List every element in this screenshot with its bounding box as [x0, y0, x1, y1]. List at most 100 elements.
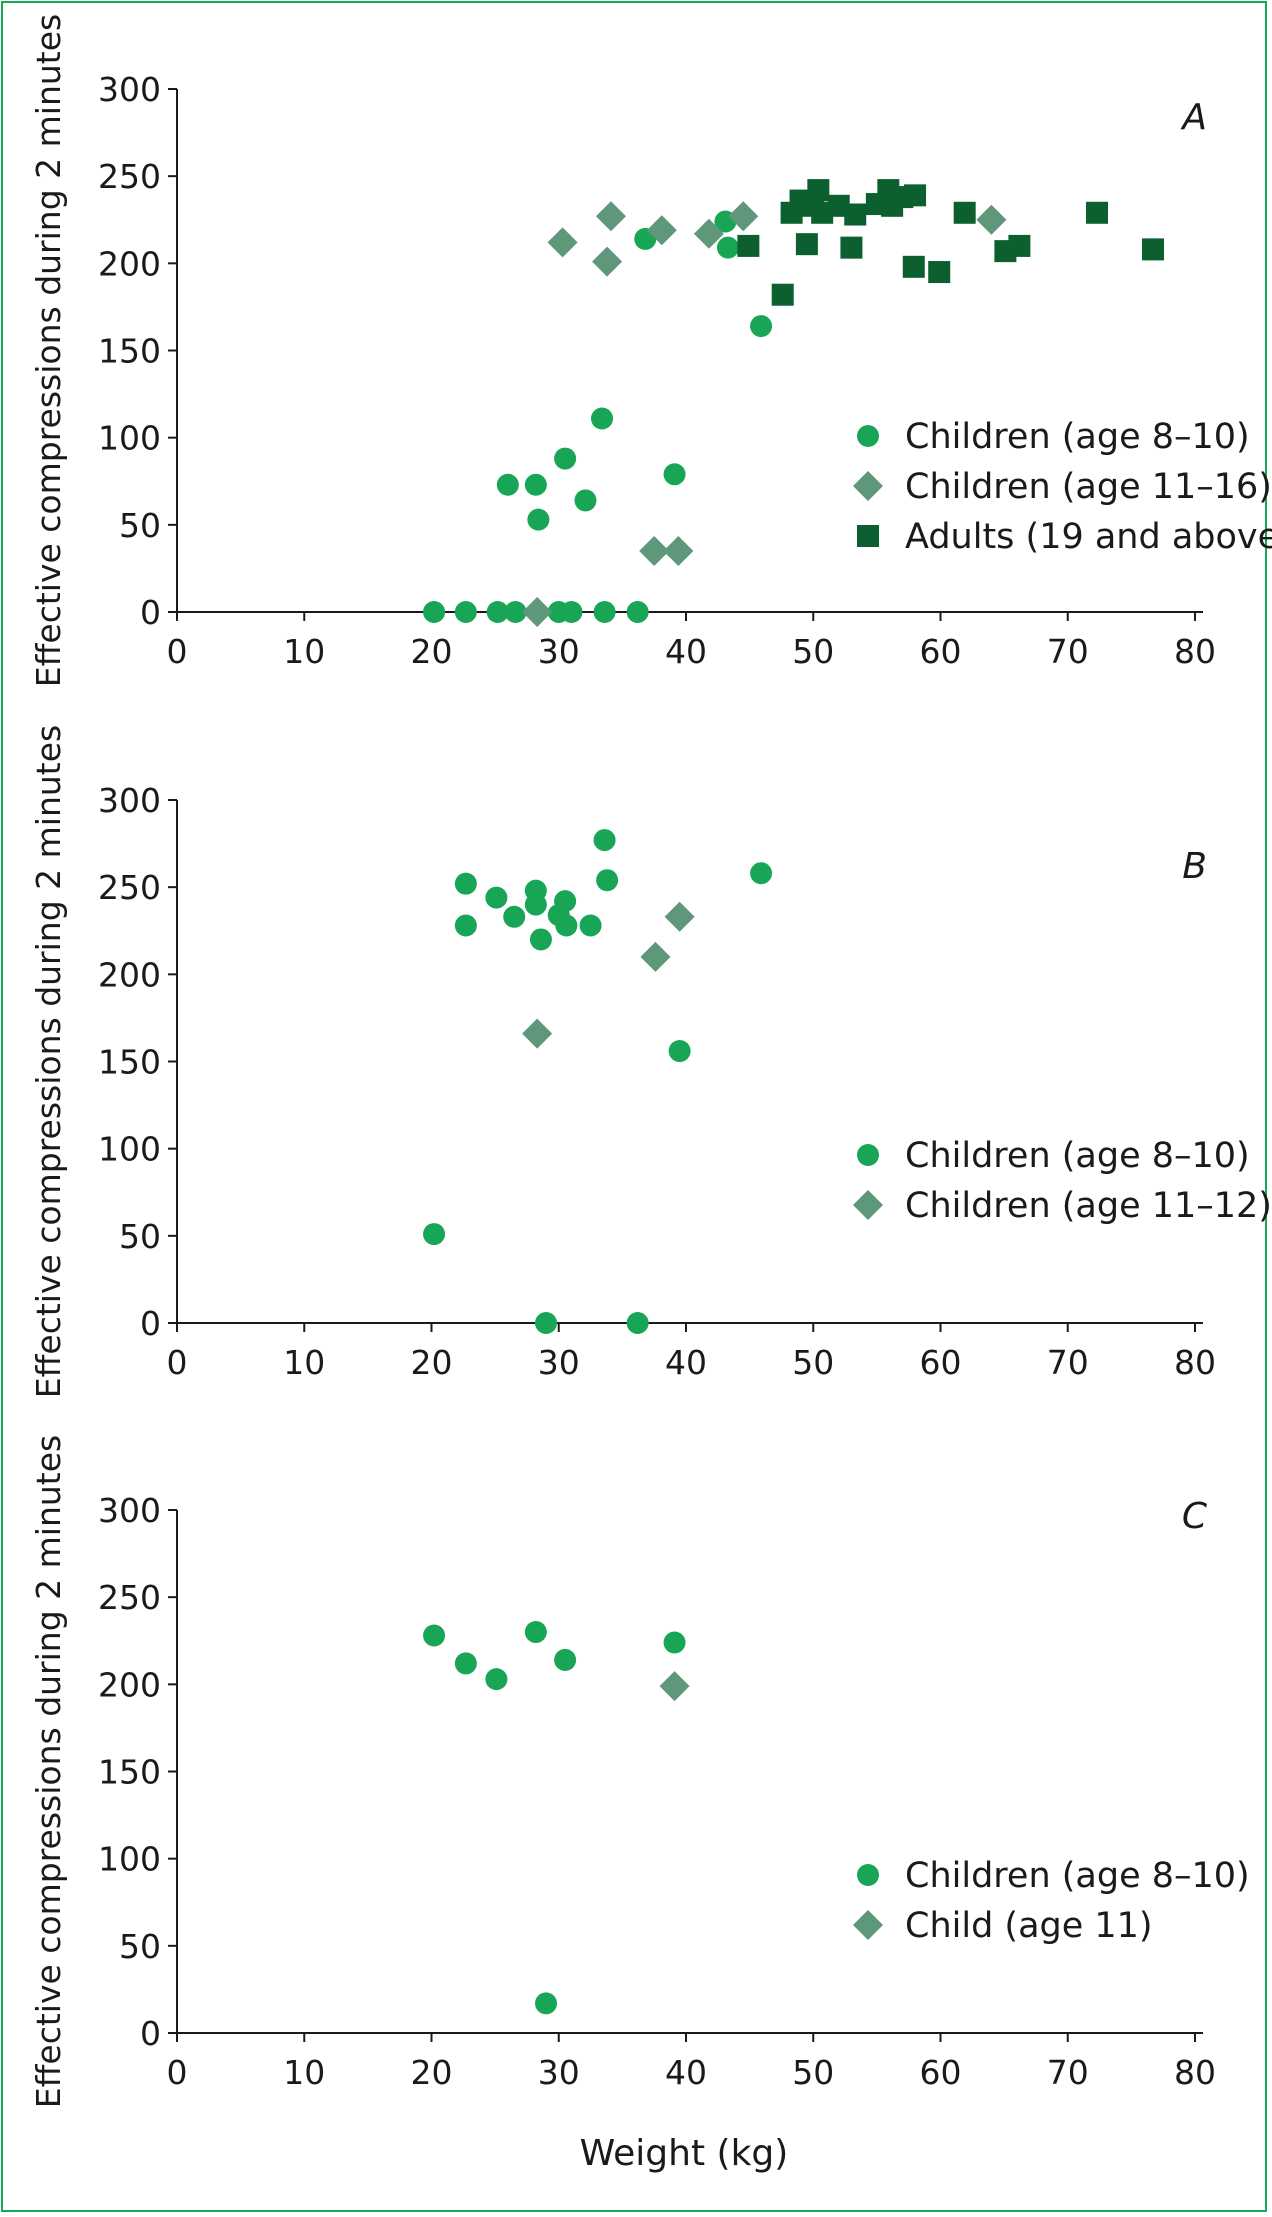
x-tick-label: 20 [411, 2053, 453, 2092]
panel-c: 0 50 100 150 200 250 300 0 10 20 30 40 50 60 70 80 Effec… [29, 1435, 1250, 2174]
data-point [596, 869, 619, 892]
panel-a: 0 50 100 150 200 250 300 0 10 20 30 40 50 60 70 80 Effec… [29, 14, 1272, 687]
data-point [928, 261, 951, 284]
x-tick-label: 80 [1174, 2053, 1216, 2092]
panel-label: B [1182, 846, 1207, 887]
x-tick-label: 30 [538, 632, 580, 671]
x-tick-label: 0 [167, 1343, 188, 1382]
data-point [593, 829, 616, 852]
data-point [554, 447, 577, 470]
x-tick-label: 30 [538, 1343, 580, 1382]
data-point [535, 1992, 558, 2015]
series-square [737, 179, 1165, 306]
legend-label: Children (age 8–10) [905, 417, 1250, 457]
y-tick-label: 150 [98, 1043, 161, 1082]
data-point [953, 201, 976, 224]
data-point [795, 233, 818, 256]
legend-marker [857, 525, 879, 547]
x-tick-label: 50 [792, 632, 834, 671]
data-point [560, 601, 583, 623]
data-point [503, 905, 526, 928]
legend-label: Children (age 11–12) [905, 1186, 1272, 1226]
y-tick-label: 150 [98, 1753, 161, 1792]
legend: Children (age 8–10) Children (age 11–12) [853, 1136, 1272, 1226]
data-point [902, 255, 925, 278]
data-point [976, 204, 1007, 235]
x-tick-label: 50 [792, 1343, 834, 1382]
x-tick-label: 50 [792, 2053, 834, 2092]
x-tick-label: 10 [283, 2053, 325, 2092]
y-tick-label: 250 [98, 157, 161, 196]
y-axis-label: Effective compressions during 2 minutes [29, 725, 68, 1398]
y-tick-label: 200 [98, 1665, 161, 1704]
data-point [593, 601, 616, 623]
data-point [454, 914, 477, 937]
legend-marker [853, 1190, 883, 1220]
x-tick-label: 40 [665, 632, 707, 671]
x-tick-label: 20 [411, 1343, 453, 1382]
x-tick-label: 10 [283, 1343, 325, 1382]
legend-label: Child (age 11) [905, 1906, 1153, 1946]
data-point [524, 893, 547, 916]
data-point [663, 1631, 686, 1654]
series-diamond [522, 201, 1007, 627]
y-tick-label: 0 [140, 2014, 161, 2053]
data-point [716, 236, 739, 259]
x-tick-label: 40 [665, 1343, 707, 1382]
x-tick-label: 70 [1047, 632, 1089, 671]
legend-label: Children (age 11–16) [905, 467, 1272, 507]
data-point [668, 1040, 691, 1063]
data-point [639, 535, 670, 566]
data-point [640, 941, 671, 972]
data-point [485, 1668, 508, 1691]
x-tick-label: 60 [920, 2053, 962, 2092]
legend-label: Children (age 8–10) [905, 1136, 1250, 1176]
data-point [522, 597, 553, 627]
x-tick-label: 30 [538, 2053, 580, 2092]
x-tick-label: 80 [1174, 1343, 1216, 1382]
series-circle [423, 1621, 686, 2015]
y-tick-label: 200 [98, 955, 161, 994]
panel-label: A [1180, 97, 1207, 138]
data-point [626, 601, 649, 623]
y-tick-label: 300 [98, 781, 161, 820]
data-point [504, 601, 527, 623]
x-tick-label: 20 [411, 632, 453, 671]
x-tick-label: 70 [1047, 1343, 1089, 1382]
x-tick-label: 0 [167, 2053, 188, 2092]
data-point [1008, 234, 1031, 257]
y-tick-label: 0 [140, 593, 161, 632]
legend-marker [853, 471, 883, 501]
data-point [579, 914, 602, 937]
legend: Children (age 8–10) Children (age 11–16) A… [853, 417, 1272, 557]
series-diamond [659, 1671, 690, 1702]
data-point [1086, 201, 1109, 224]
y-tick-label: 150 [98, 332, 161, 371]
data-point [423, 601, 446, 623]
data-point [423, 1624, 446, 1647]
data-point [423, 1223, 446, 1246]
data-point [626, 1312, 649, 1334]
legend-marker [857, 1144, 879, 1166]
data-point [535, 1312, 558, 1334]
data-point [664, 901, 695, 932]
y-tick-label: 200 [98, 244, 161, 283]
data-point [659, 1671, 690, 1702]
data-point [750, 315, 773, 338]
data-point [811, 201, 834, 224]
legend: Children (age 8–10) Child (age 11) [853, 1856, 1250, 1946]
series-circle [423, 210, 773, 623]
y-tick-label: 50 [119, 506, 161, 545]
y-tick-label: 250 [98, 1578, 161, 1617]
x-axis-label: Weight (kg) [580, 2133, 789, 2174]
data-point [844, 203, 867, 226]
y-tick-label: 300 [98, 1491, 161, 1530]
data-point [454, 872, 477, 895]
x-tick-label: 10 [283, 632, 325, 671]
y-axis-label: Effective compressions during 2 minutes [29, 1435, 68, 2108]
x-tick-label: 70 [1047, 2053, 1089, 2092]
y-tick-label: 50 [119, 1217, 161, 1256]
data-point [750, 862, 773, 885]
legend-marker [857, 1864, 879, 1886]
